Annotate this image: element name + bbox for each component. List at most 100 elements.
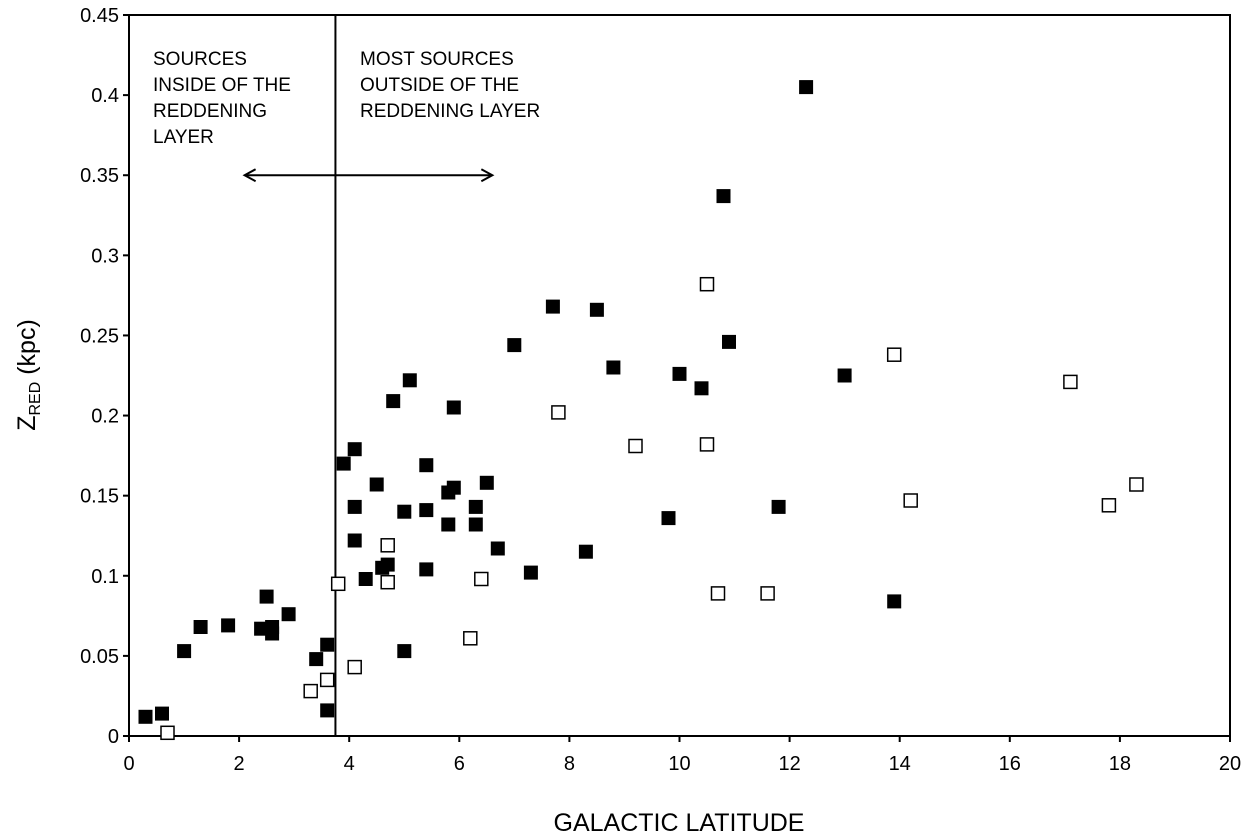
annotation-outside: MOST SOURCES OUTSIDE OF THE REDDENING LAYE… (360, 49, 540, 122)
data-point-filled (888, 595, 901, 608)
data-point-filled (348, 443, 361, 456)
data-point-filled (381, 558, 394, 571)
data-point-filled (387, 395, 400, 408)
data-point-open (161, 726, 174, 739)
data-point-filled (662, 512, 675, 525)
data-point-filled (321, 638, 334, 651)
annotation-line: MOST SOURCES (360, 49, 514, 70)
data-point-filled (398, 645, 411, 658)
x-tick-label: 0 (123, 753, 134, 775)
data-point-filled (723, 335, 736, 348)
y-axis-title: ZRED (kpc) (13, 319, 44, 431)
data-point-filled (194, 621, 207, 634)
data-point-open (304, 685, 317, 698)
data-point-open (888, 348, 901, 361)
data-point-filled (508, 339, 521, 352)
y-tick-label: 0.45 (80, 5, 119, 27)
data-point-open (701, 278, 714, 291)
data-point-filled (590, 303, 603, 316)
data-point-filled (524, 566, 537, 579)
x-tick-label: 6 (454, 753, 465, 775)
data-point-filled (398, 505, 411, 518)
data-point-filled (447, 481, 460, 494)
x-tick-label: 20 (1219, 753, 1241, 775)
data-point-filled (348, 500, 361, 513)
annotation-line: SOURCES (153, 49, 247, 70)
y-tick-label: 0.3 (91, 245, 119, 267)
data-point-filled (447, 401, 460, 414)
data-point-filled (156, 707, 169, 720)
y-tick-label: 0 (108, 726, 119, 748)
annotation-line: OUTSIDE OF THE (360, 75, 519, 96)
x-tick-label: 14 (889, 753, 911, 775)
x-tick-label: 8 (564, 753, 575, 775)
y-axis-title-unit: (kpc) (13, 319, 41, 382)
annotation-line: INSIDE OF THE (153, 75, 291, 96)
double-arrow (245, 169, 493, 181)
annotation-inside: SOURCES INSIDE OF THE REDDENING LAYER (153, 49, 291, 148)
data-point-open (1102, 499, 1115, 512)
data-point-filled (282, 608, 295, 621)
annotation-line: REDDENING LAYER (360, 101, 540, 122)
data-point-filled (321, 704, 334, 717)
y-tick-label: 0.25 (80, 325, 119, 347)
data-point-open (464, 632, 477, 645)
data-point-filled (178, 645, 191, 658)
data-point-open (475, 573, 488, 586)
data-point-open (332, 577, 345, 590)
data-point-filled (469, 518, 482, 531)
annotation-line: REDDENING (153, 101, 267, 122)
data-point-filled (310, 653, 323, 666)
data-point-open (321, 673, 334, 686)
annotation-line: LAYER (153, 127, 214, 148)
x-tick-label: 2 (234, 753, 245, 775)
y-tick-label: 0.35 (80, 165, 119, 187)
data-point-open (761, 587, 774, 600)
data-point-filled (838, 369, 851, 382)
y-tick-label: 0.1 (91, 566, 119, 588)
data-points (139, 81, 1143, 740)
data-point-open (381, 576, 394, 589)
data-point-filled (337, 457, 350, 470)
data-point-open (904, 494, 917, 507)
data-point-open (348, 661, 361, 674)
x-tick-label: 4 (344, 753, 355, 775)
y-tick-label: 0.4 (91, 85, 119, 107)
data-point-filled (800, 81, 813, 94)
y-tick-label: 0.15 (80, 486, 119, 508)
data-point-filled (420, 504, 433, 517)
data-point-filled (579, 545, 592, 558)
data-point-filled (480, 476, 493, 489)
y-axis-title-main: Z (13, 416, 41, 431)
data-point-filled (348, 534, 361, 547)
data-point-filled (266, 627, 279, 640)
data-point-filled (420, 459, 433, 472)
data-point-open (629, 440, 642, 453)
data-point-filled (403, 374, 416, 387)
data-point-filled (260, 590, 273, 603)
data-point-filled (222, 619, 235, 632)
data-point-open (712, 587, 725, 600)
data-point-open (1064, 375, 1077, 388)
y-axis: 00.050.10.150.20.250.30.350.40.45 (80, 5, 129, 748)
data-point-filled (695, 382, 708, 395)
data-point-filled (420, 563, 433, 576)
data-point-filled (139, 710, 152, 723)
data-point-open (381, 539, 394, 552)
x-tick-label: 18 (1109, 753, 1131, 775)
data-point-filled (546, 300, 559, 313)
data-point-filled (359, 573, 372, 586)
data-point-filled (607, 361, 620, 374)
data-point-filled (469, 500, 482, 513)
y-axis-title-sub: RED (27, 382, 44, 416)
data-point-filled (370, 478, 383, 491)
x-axis-title: GALACTIC LATITUDE (554, 809, 805, 837)
data-point-open (701, 438, 714, 451)
x-axis: 0 2 4 6 8 10 12 14 16 18 20 (123, 736, 1241, 775)
x-tick-label: 10 (668, 753, 690, 775)
data-point-filled (717, 190, 730, 203)
data-point-filled (772, 500, 785, 513)
data-point-filled (442, 518, 455, 531)
data-point-open (1130, 478, 1143, 491)
